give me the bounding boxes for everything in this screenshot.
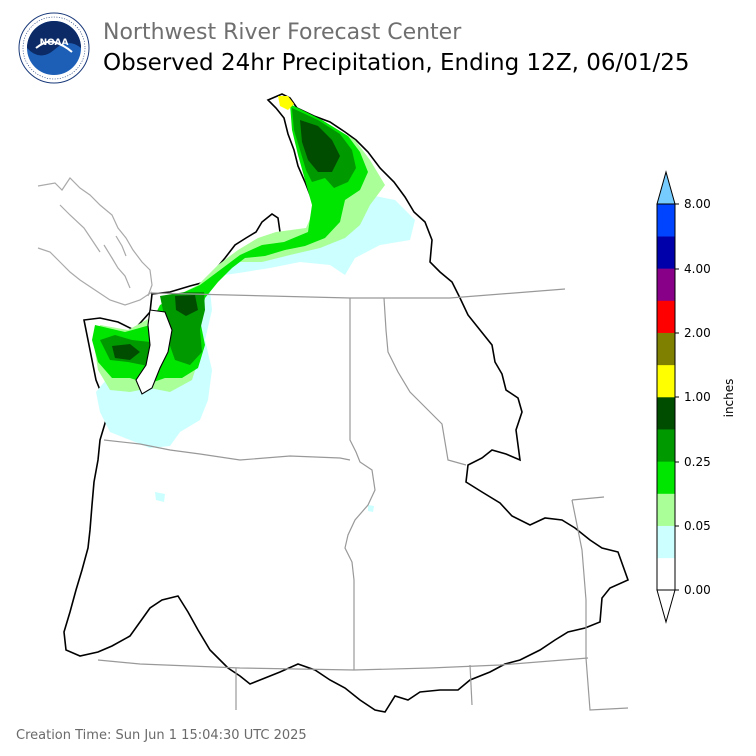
legend-tick-label: 8.00 — [684, 197, 711, 211]
legend-bin — [657, 525, 675, 559]
precipitation-map — [37, 93, 630, 713]
legend-tick-label: 2.00 — [684, 326, 711, 340]
legend-bins — [657, 204, 675, 591]
legend-bin — [657, 268, 675, 301]
legend-bin — [657, 204, 675, 237]
legend-bin — [657, 493, 675, 526]
puget-sound — [135, 309, 173, 395]
legend-bin — [657, 364, 675, 398]
legend-ticks — [675, 203, 679, 591]
coastline-canada — [37, 177, 153, 306]
logo-text: NOAA — [40, 38, 69, 48]
legend-bin — [657, 397, 675, 430]
legend-tick-label: 0.00 — [684, 583, 711, 597]
header: NOAA Northwest River Forecast Center Obs… — [0, 0, 756, 95]
legend-bin — [657, 332, 675, 366]
legend-under-triangle — [656, 589, 676, 624]
page-title: Observed 24hr Precipitation, Ending 12Z,… — [103, 50, 690, 76]
legend-bin — [657, 429, 675, 462]
legend-tick-label: 1.00 — [684, 390, 711, 404]
state-lines — [97, 288, 629, 711]
agency-subtitle: Northwest River Forecast Center — [103, 20, 462, 45]
legend-bin — [657, 557, 675, 591]
legend-bin — [657, 300, 675, 333]
legend-tick-label: 0.05 — [684, 519, 711, 533]
forecast-domain-boundary — [63, 93, 630, 713]
legend-unit-label: inches — [722, 379, 736, 418]
legend-tick-label: 0.25 — [684, 455, 711, 469]
legend-bin — [657, 236, 675, 269]
noaa-logo: NOAA — [18, 12, 90, 84]
legend-tick-label: 4.00 — [684, 262, 711, 276]
legend-over-triangle — [656, 170, 676, 205]
legend-bin — [657, 461, 675, 494]
creation-time: Creation Time: Sun Jun 1 15:04:30 UTC 20… — [16, 728, 307, 743]
